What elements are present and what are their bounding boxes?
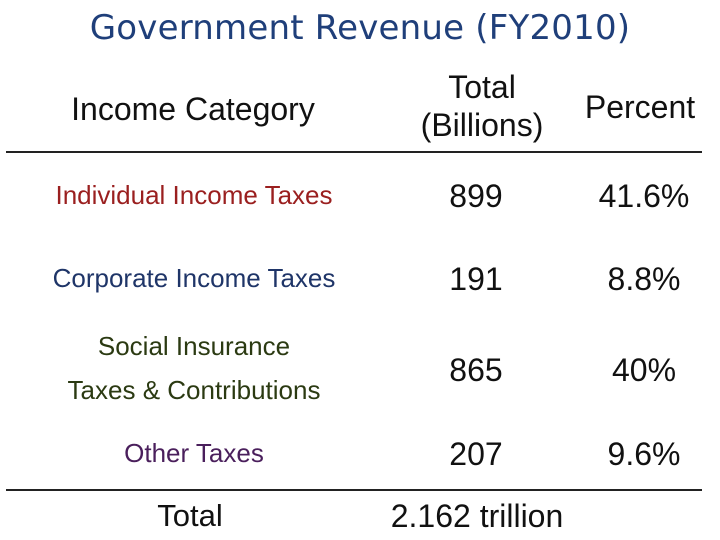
row-category-line: Social Insurance bbox=[97, 331, 291, 361]
total-value: 2.162 trillion bbox=[390, 498, 564, 534]
row-category-line: Taxes & Contributions bbox=[67, 375, 321, 405]
row-total: 191 bbox=[449, 261, 503, 297]
row-percent: 8.8% bbox=[607, 261, 681, 297]
row-category-line: Corporate Income Taxes bbox=[52, 263, 336, 293]
footer-divider bbox=[6, 489, 702, 491]
row-percent: 41.6% bbox=[598, 178, 690, 214]
row-total: 865 bbox=[449, 352, 503, 388]
row-category-line: Individual Income Taxes bbox=[55, 180, 333, 210]
row-percent: 40% bbox=[611, 352, 677, 388]
row-category: Individual Income Taxes bbox=[8, 176, 380, 214]
header-total-billions: Total (Billions) bbox=[392, 68, 572, 144]
row-total: 899 bbox=[449, 178, 503, 214]
total-label: Total bbox=[157, 498, 223, 533]
row-category: Corporate Income Taxes bbox=[8, 259, 380, 297]
page-title: Government Revenue (FY2010) bbox=[89, 8, 631, 48]
row-category: Other Taxes bbox=[8, 434, 380, 472]
row-category: Social Insurance Taxes & Contributions bbox=[8, 324, 380, 412]
header-total-line1: Total bbox=[448, 69, 516, 105]
header-percent: Percent bbox=[584, 89, 696, 125]
row-percent: 9.6% bbox=[607, 436, 681, 472]
row-category-line: Other Taxes bbox=[124, 438, 264, 468]
header-divider bbox=[6, 151, 702, 153]
header-income-category: Income Category bbox=[71, 91, 315, 127]
row-total: 207 bbox=[449, 436, 503, 472]
header-total-line2: (Billions) bbox=[420, 107, 544, 143]
